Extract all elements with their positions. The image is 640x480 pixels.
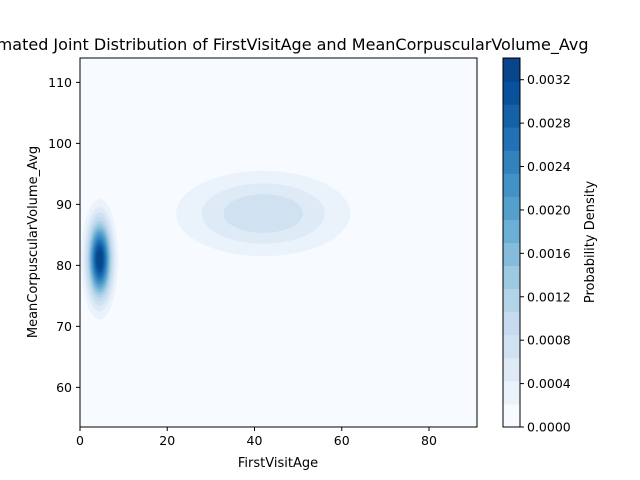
colorbar-tick-label: 0.0004 [527, 376, 571, 391]
colorbar: 0.0000 0.0004 0.0008 0.0012 0.0016 0.0020 0.00… [502, 57, 598, 435]
y-tick-label: 80 [56, 258, 72, 273]
y-tick-label: 110 [48, 75, 72, 90]
density-level-1-3 [223, 194, 303, 233]
colorbar-band [503, 81, 520, 105]
colorbar-band [503, 403, 520, 428]
colorbar-tick-label: 0.0028 [527, 116, 571, 131]
y-axis-label: MeanCorpuscularVolume_Avg [26, 146, 41, 338]
colorbar-tick-label: 0.0008 [527, 333, 571, 348]
colorbar-band [503, 219, 520, 243]
y-axis: 60 70 80 90 100 110 [48, 75, 80, 395]
x-tick-label: 20 [159, 433, 175, 448]
colorbar-frame [502, 57, 521, 428]
colorbar-band [503, 357, 520, 382]
colorbar-band [503, 265, 520, 290]
colorbar-band [503, 380, 520, 405]
colorbar-tick-label: 0.0000 [527, 420, 571, 435]
x-tick-label: 0 [76, 433, 84, 448]
x-tick-label: 40 [247, 433, 263, 448]
colorbar-band [503, 127, 520, 151]
colorbar-band [503, 288, 520, 313]
colorbar-tick-label: 0.0012 [527, 289, 571, 304]
colorbar-band [503, 173, 520, 197]
y-tick-label: 70 [56, 319, 72, 334]
x-axis-label: FirstVisitAge [238, 456, 318, 471]
colorbar-ticks: 0.0000 0.0004 0.0008 0.0012 0.0016 0.0020 0.00… [520, 72, 571, 435]
y-tick-label: 90 [56, 197, 72, 212]
density-level-0-15 [96, 250, 103, 269]
colorbar-band [503, 242, 520, 267]
y-tick-label: 100 [48, 136, 72, 151]
colorbar-band [503, 104, 520, 128]
x-axis: 0 20 40 60 80 [76, 427, 437, 448]
colorbar-tick-label: 0.0020 [527, 202, 571, 217]
colorbar-tick-label: 0.0016 [527, 246, 571, 261]
x-tick-label: 80 [421, 433, 437, 448]
chart-title: Estimated Joint Distribution of FirstVis… [0, 35, 588, 55]
colorbar-band [503, 58, 520, 82]
density-contours [81, 170, 351, 320]
x-tick-label: 60 [334, 433, 350, 448]
colorbar-label: Probability Density [583, 181, 598, 304]
colorbar-band [503, 196, 520, 220]
y-tick-label: 60 [56, 380, 72, 395]
colorbar-bands [503, 58, 520, 428]
colorbar-band [503, 150, 520, 174]
plot-frame [79, 57, 478, 428]
colorbar-tick-label: 0.0032 [527, 72, 571, 87]
colorbar-band [503, 311, 520, 336]
colorbar-band [503, 334, 520, 359]
colorbar-tick-label: 0.0024 [527, 159, 571, 174]
